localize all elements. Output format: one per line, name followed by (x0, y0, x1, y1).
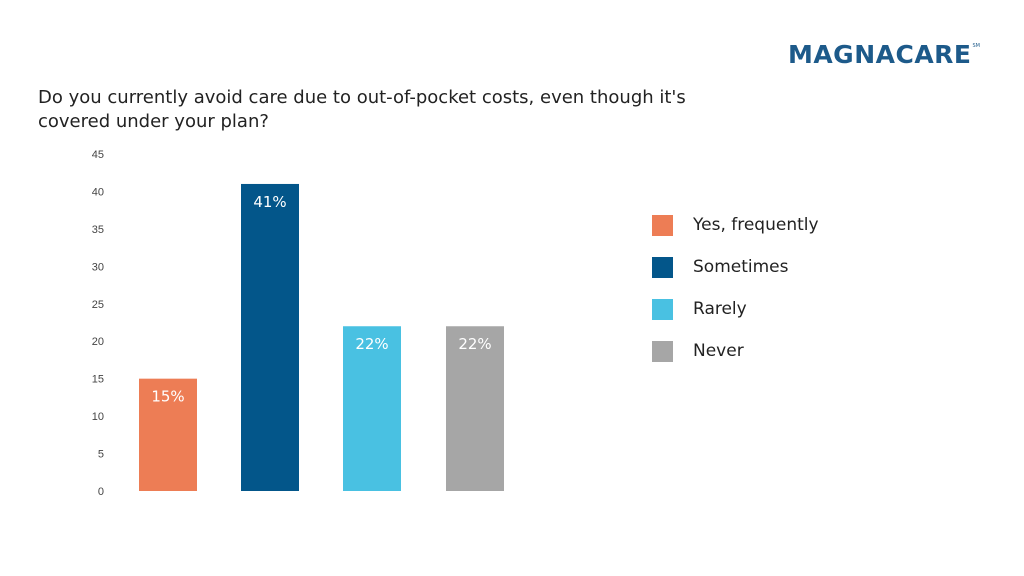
legend-item: Rarely (652, 295, 819, 323)
data-label: 15% (151, 388, 184, 406)
bar-series (139, 183, 504, 491)
bar-yes-frequently (139, 378, 197, 491)
legend-label: Yes, frequently (693, 215, 819, 235)
bar-rarely (343, 326, 401, 491)
brand-name: MAGNACARE (787, 40, 972, 69)
data-label: 22% (458, 335, 491, 353)
y-tick-label: 30 (92, 261, 104, 273)
data-label: 22% (355, 335, 388, 353)
y-tick-label: 25 (92, 299, 104, 311)
legend-swatch (652, 298, 673, 320)
y-axis: 0 5 10 15 20 25 30 35 40 45 (92, 149, 104, 498)
bar-never (446, 326, 504, 491)
data-labels: 15% 41% 22% 22% (151, 193, 491, 406)
legend-swatch (652, 214, 673, 236)
bar-sometimes (241, 183, 299, 491)
y-tick-label: 35 (92, 224, 104, 236)
y-tick-label: 5 (98, 449, 104, 461)
y-tick-label: 15 (92, 374, 104, 386)
legend-swatch (652, 256, 673, 278)
chart-title: Do you currently avoid care due to out-o… (38, 87, 686, 132)
legend-label: Rarely (693, 299, 747, 319)
brand-logo: MAGNACARE SM (788, 40, 980, 69)
legend-label: Sometimes (693, 257, 789, 277)
y-tick-label: 20 (92, 336, 104, 348)
chart-legend: Yes, frequently Sometimes Rarely Never (652, 211, 819, 379)
legend-label: Never (693, 341, 744, 361)
y-tick-label: 45 (92, 149, 104, 161)
legend-item: Sometimes (652, 253, 819, 281)
bar-chart: 0 5 10 15 20 25 30 35 40 45 15% 41% 22% 22% (92, 149, 504, 498)
legend-swatch (652, 340, 673, 362)
service-mark: SM (972, 43, 981, 49)
legend-item: Never (652, 337, 819, 365)
y-tick-label: 40 (92, 186, 104, 198)
legend-item: Yes, frequently (652, 211, 819, 239)
y-tick-label: 10 (92, 411, 104, 423)
y-tick-label: 0 (98, 486, 104, 498)
data-label: 41% (253, 193, 286, 211)
